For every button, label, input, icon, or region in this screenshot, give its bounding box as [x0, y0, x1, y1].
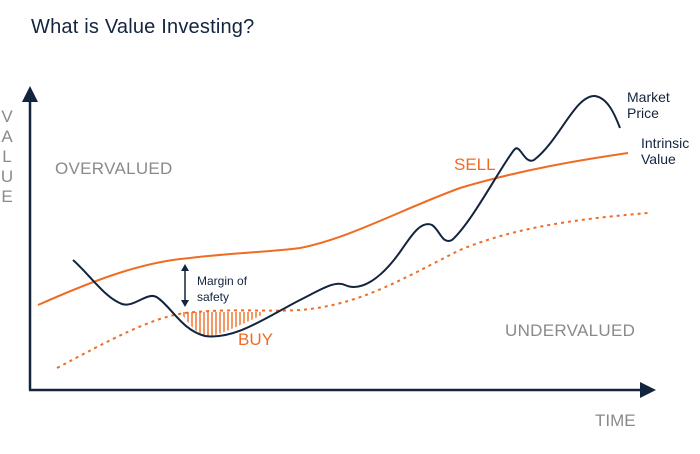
y-axis-letter: L	[2, 147, 12, 166]
margin-arrow-icon	[181, 264, 189, 307]
undervalued-label: UNDERVALUED	[505, 321, 636, 340]
market-price-label: Market Price	[627, 89, 670, 121]
market-label-line1: Market	[627, 89, 670, 105]
diagram-title: What is Value Investing?	[31, 16, 255, 38]
buy-label: BUY	[238, 330, 273, 349]
sell-label: SELL	[454, 155, 496, 174]
y-axis-arrow-icon	[22, 86, 38, 102]
y-axis-letter: U	[0, 167, 14, 186]
market-label-line2: Price	[627, 105, 659, 122]
intrinsic-value-label: Intrinsic Value	[641, 135, 689, 167]
market-price-curve	[72, 94, 621, 338]
margin-label-line1: Margin of	[197, 274, 248, 288]
margin-label-line2: safety	[197, 289, 230, 304]
intrinsic-label-line1: Intrinsic	[641, 135, 690, 151]
x-axis-arrow-icon	[640, 382, 656, 398]
y-axis-letter: A	[1, 127, 13, 146]
y-axis-letter: E	[1, 187, 13, 206]
y-axis-label: V A L U E	[0, 107, 14, 207]
intrinsic-label-line2: Value	[641, 151, 676, 168]
y-axis-letter: V	[1, 107, 13, 126]
margin-of-safety-label: Margin of safety	[197, 274, 247, 305]
overvalued-label: OVERVALUED	[55, 159, 173, 178]
dashed-value-curve	[56, 212, 649, 369]
x-axis-label: TIME	[595, 411, 636, 430]
intrinsic-value-curve	[37, 152, 629, 306]
